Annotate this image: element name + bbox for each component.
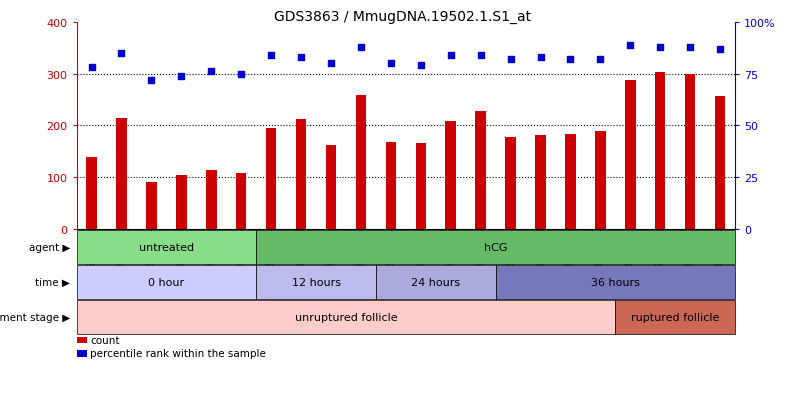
- Bar: [266, 128, 276, 229]
- Text: unruptured follicle: unruptured follicle: [295, 313, 397, 323]
- Point: [594, 57, 607, 63]
- Bar: [595, 132, 605, 229]
- Point: [175, 73, 188, 80]
- Bar: [655, 74, 666, 229]
- Point: [654, 44, 667, 51]
- Bar: [535, 135, 546, 229]
- Bar: [476, 112, 486, 229]
- Point: [474, 52, 487, 59]
- Bar: [206, 171, 217, 229]
- Bar: [236, 174, 247, 229]
- Point: [384, 61, 397, 67]
- Point: [564, 57, 577, 63]
- Point: [624, 42, 637, 49]
- Point: [325, 61, 338, 67]
- Point: [683, 44, 696, 51]
- Point: [295, 55, 308, 61]
- Point: [205, 69, 218, 76]
- Point: [145, 77, 158, 84]
- Point: [355, 44, 368, 51]
- Text: ruptured follicle: ruptured follicle: [631, 313, 720, 323]
- Bar: [685, 74, 696, 229]
- Text: hCG: hCG: [484, 242, 507, 252]
- Point: [115, 50, 128, 57]
- Point: [504, 57, 517, 63]
- Bar: [296, 119, 306, 229]
- Text: 0 hour: 0 hour: [148, 278, 185, 287]
- Text: time ▶: time ▶: [35, 278, 70, 287]
- Text: 36 hours: 36 hours: [591, 278, 640, 287]
- Bar: [86, 158, 97, 229]
- Bar: [355, 96, 366, 229]
- Point: [444, 52, 457, 59]
- Bar: [385, 143, 396, 229]
- Text: count: count: [90, 335, 120, 345]
- Bar: [176, 176, 186, 229]
- Bar: [326, 146, 336, 229]
- Bar: [116, 118, 127, 229]
- Point: [235, 71, 247, 78]
- Text: agent ▶: agent ▶: [29, 242, 70, 252]
- Bar: [416, 144, 426, 229]
- Point: [414, 63, 427, 69]
- Point: [264, 52, 277, 59]
- Text: untreated: untreated: [139, 242, 194, 252]
- Point: [534, 55, 547, 61]
- Text: percentile rank within the sample: percentile rank within the sample: [90, 349, 266, 358]
- Point: [713, 46, 726, 53]
- Bar: [446, 122, 456, 229]
- Bar: [505, 138, 516, 229]
- Text: development stage ▶: development stage ▶: [0, 313, 70, 323]
- Text: 24 hours: 24 hours: [411, 278, 460, 287]
- Bar: [625, 81, 636, 229]
- Point: [85, 65, 98, 71]
- Bar: [715, 97, 725, 229]
- Text: GDS3863 / MmugDNA.19502.1.S1_at: GDS3863 / MmugDNA.19502.1.S1_at: [274, 10, 532, 24]
- Bar: [565, 135, 575, 229]
- Text: 12 hours: 12 hours: [292, 278, 340, 287]
- Bar: [146, 183, 156, 229]
